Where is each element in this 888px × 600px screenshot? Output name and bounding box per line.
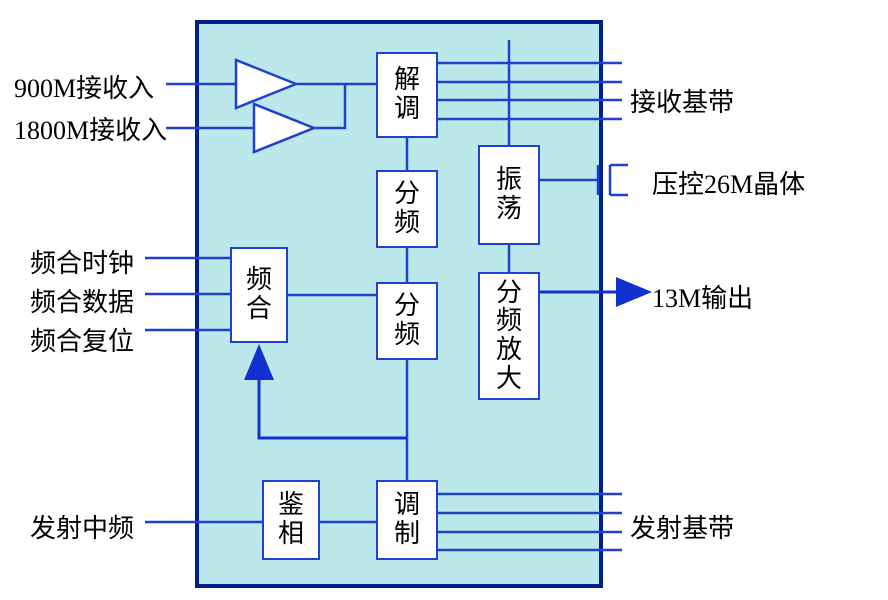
- label-out13: 13M输出: [652, 278, 753, 315]
- label-clk: 频合时钟: [30, 243, 134, 280]
- block-divamp-text: 分 频 放 大: [496, 279, 522, 393]
- label-txbb: 发射基带: [630, 508, 734, 545]
- label-txif: 发射中频: [30, 508, 134, 545]
- label-rxbb: 接收基带: [630, 82, 734, 119]
- block-osc: 振 荡: [478, 145, 540, 245]
- block-div1: 分 频: [376, 170, 438, 248]
- block-demod: 解 调: [376, 52, 438, 138]
- block-mod-text: 调 制: [394, 491, 420, 548]
- label-rx1800: 1800M接收入: [14, 110, 167, 147]
- block-demod-text: 解 调: [394, 66, 420, 123]
- block-synth: 频 合: [230, 247, 288, 343]
- label-data: 频合数据: [30, 282, 134, 319]
- block-div2: 分 频: [376, 282, 438, 360]
- block-div2-text: 分 频: [394, 292, 420, 349]
- block-synth-text: 频 合: [246, 266, 272, 323]
- block-div1-text: 分 频: [394, 180, 420, 237]
- block-osc-text: 振 荡: [496, 166, 522, 223]
- block-phase-text: 鉴 相: [278, 491, 304, 548]
- block-divamp: 分 频 放 大: [478, 272, 540, 400]
- label-rst: 频合复位: [30, 321, 134, 358]
- block-phase: 鉴 相: [262, 480, 320, 560]
- block-mod: 调 制: [376, 480, 438, 560]
- label-xtal: 压控26M晶体: [652, 164, 805, 201]
- label-rx900: 900M接收入: [14, 68, 154, 105]
